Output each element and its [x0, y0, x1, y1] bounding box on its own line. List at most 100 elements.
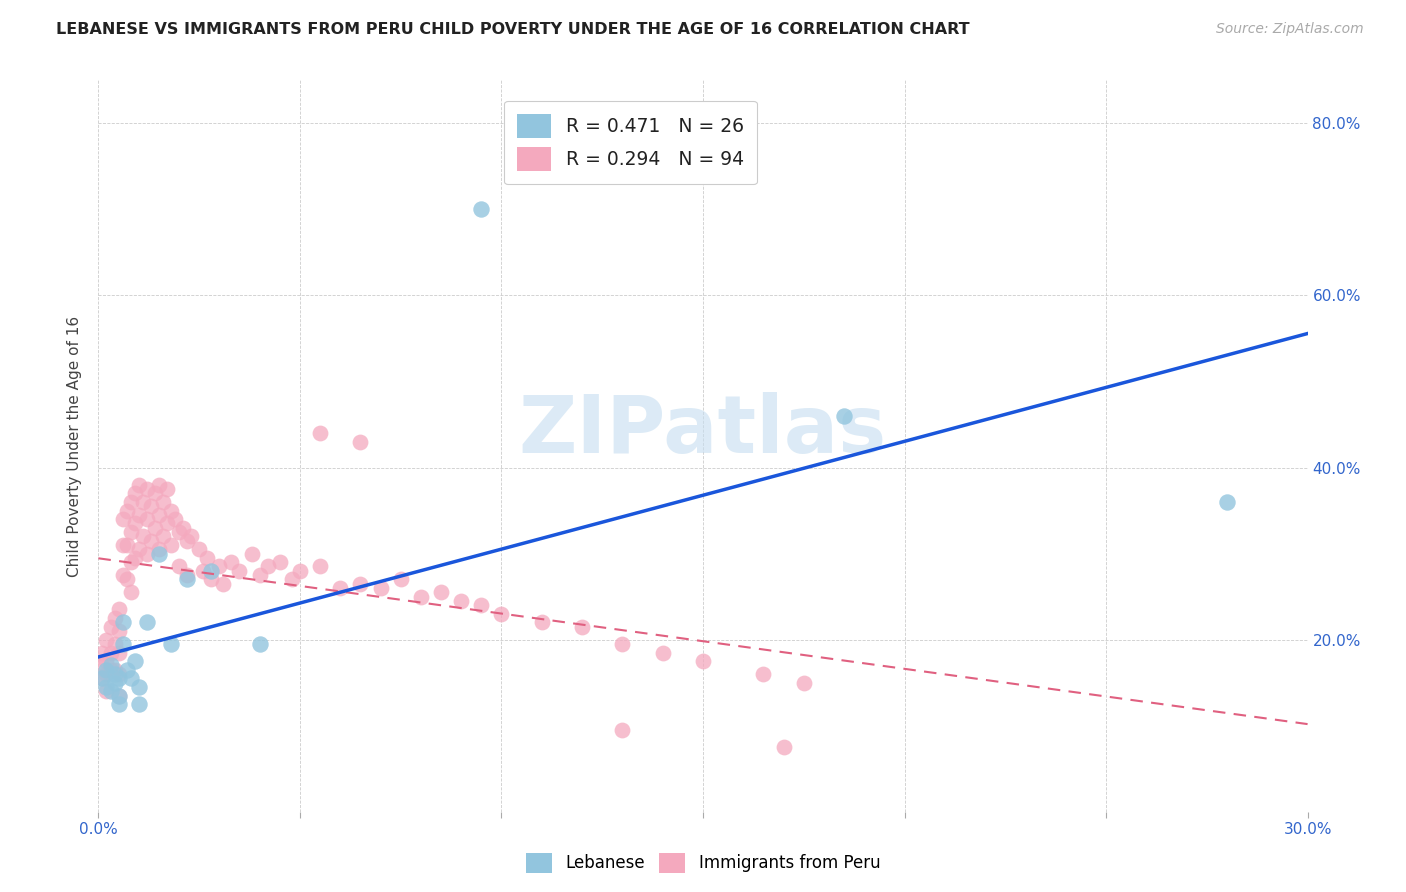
Point — [124, 486, 146, 500]
Point — [103, 675, 125, 690]
Point — [120, 524, 142, 539]
Point — [115, 663, 138, 677]
Point — [249, 568, 271, 582]
Point — [1216, 495, 1239, 509]
Point — [120, 671, 142, 685]
Point — [221, 555, 243, 569]
Point — [96, 680, 118, 694]
Point — [612, 723, 634, 737]
Point — [571, 620, 593, 634]
Point — [156, 516, 179, 531]
Point — [793, 675, 815, 690]
Point — [470, 598, 492, 612]
Point — [143, 486, 166, 500]
Point — [111, 512, 134, 526]
Point — [120, 495, 142, 509]
Point — [288, 564, 311, 578]
Point — [132, 495, 155, 509]
Point — [128, 697, 150, 711]
Point — [349, 576, 371, 591]
Point — [208, 559, 231, 574]
Point — [651, 646, 673, 660]
Point — [124, 550, 146, 565]
Point — [100, 646, 122, 660]
Point — [111, 615, 134, 630]
Point — [120, 555, 142, 569]
Point — [139, 500, 162, 514]
Legend: Lebanese, Immigrants from Peru: Lebanese, Immigrants from Peru — [519, 847, 887, 880]
Point — [176, 573, 198, 587]
Point — [115, 573, 138, 587]
Point — [172, 521, 194, 535]
Point — [103, 611, 125, 625]
Point — [256, 559, 278, 574]
Point — [107, 602, 129, 616]
Point — [612, 637, 634, 651]
Point — [200, 573, 222, 587]
Point — [91, 671, 114, 685]
Point — [148, 508, 170, 522]
Point — [160, 637, 183, 651]
Point — [167, 524, 190, 539]
Point — [107, 689, 129, 703]
Point — [148, 542, 170, 557]
Point — [389, 573, 412, 587]
Point — [96, 663, 118, 677]
Point — [160, 503, 183, 517]
Point — [124, 516, 146, 531]
Point — [752, 667, 775, 681]
Point — [111, 568, 134, 582]
Point — [228, 564, 250, 578]
Point — [470, 202, 492, 217]
Point — [195, 550, 218, 565]
Point — [96, 667, 118, 681]
Point — [832, 409, 855, 423]
Text: ZIPatlas: ZIPatlas — [519, 392, 887, 470]
Point — [107, 689, 129, 703]
Point — [188, 542, 211, 557]
Point — [176, 533, 198, 548]
Point — [128, 477, 150, 491]
Point — [309, 559, 332, 574]
Point — [152, 495, 174, 509]
Point — [100, 663, 122, 677]
Point — [103, 637, 125, 651]
Point — [128, 542, 150, 557]
Point — [91, 646, 114, 660]
Point — [107, 667, 129, 681]
Point — [135, 482, 157, 496]
Point — [370, 581, 392, 595]
Point — [491, 607, 513, 621]
Point — [139, 533, 162, 548]
Point — [240, 547, 263, 561]
Point — [249, 637, 271, 651]
Point — [111, 538, 134, 552]
Point — [281, 573, 304, 587]
Point — [135, 615, 157, 630]
Point — [176, 568, 198, 582]
Point — [143, 521, 166, 535]
Point — [100, 684, 122, 698]
Point — [772, 740, 794, 755]
Point — [156, 482, 179, 496]
Point — [100, 620, 122, 634]
Point — [96, 632, 118, 647]
Point — [103, 667, 125, 681]
Point — [132, 529, 155, 543]
Point — [148, 547, 170, 561]
Point — [160, 538, 183, 552]
Text: Source: ZipAtlas.com: Source: ZipAtlas.com — [1216, 22, 1364, 37]
Point — [193, 564, 215, 578]
Y-axis label: Child Poverty Under the Age of 16: Child Poverty Under the Age of 16 — [67, 316, 83, 576]
Point — [180, 529, 202, 543]
Point — [135, 512, 157, 526]
Point — [135, 547, 157, 561]
Point — [152, 529, 174, 543]
Point — [148, 477, 170, 491]
Point — [107, 697, 129, 711]
Point — [128, 680, 150, 694]
Point — [107, 671, 129, 685]
Point — [530, 615, 553, 630]
Point — [100, 658, 122, 673]
Point — [91, 658, 114, 673]
